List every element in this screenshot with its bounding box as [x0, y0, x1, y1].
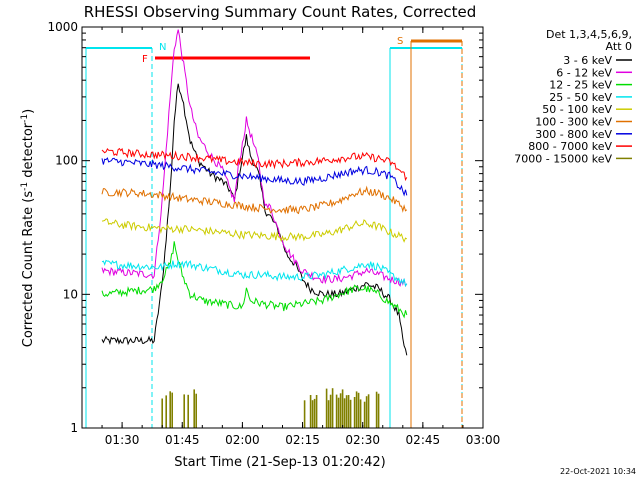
x-axis-label: Start Time (21-Sep-13 01:20:42) [174, 455, 385, 470]
series-100-300-kev [101, 185, 408, 215]
night-label: N [159, 42, 166, 53]
x-tick-label: 02:30 [345, 433, 380, 447]
y-axis-label-part2: detector [21, 122, 36, 182]
footer-timestamp: 22-Oct-2021 10:34 [560, 467, 636, 476]
legend-label-800-7000-kev: 800 - 7000 keV [528, 140, 612, 153]
legend-label-100-300-kev: 100 - 300 keV [535, 116, 612, 129]
series-3-6-kev [101, 83, 408, 356]
y-tick-label: 1 [70, 421, 78, 435]
series-group [101, 29, 408, 428]
y-tick-label: 10 [63, 287, 78, 301]
legend-label-6-12-kev: 6 - 12 keV [556, 66, 612, 79]
legend-label-300-800-kev: 300 - 800 keV [535, 128, 612, 141]
legend-label-12-25-kev: 12 - 25 keV [549, 79, 612, 92]
legend-header-detectors: Det 1,3,4,5,6,9, [546, 28, 632, 41]
legend-label-7000-15000-kev: 7000 - 15000 keV [514, 152, 612, 165]
legend-label-50-100-kev: 50 - 100 keV [542, 103, 612, 116]
y-axis-label-sup2: -1 [20, 114, 30, 123]
chart-title: RHESSI Observing Summary Count Rates, Co… [84, 3, 477, 21]
x-tick-label: 02:00 [225, 433, 260, 447]
saa-label: S [397, 36, 403, 47]
series-7000-15000-kev [161, 388, 380, 428]
legend-label-3-6-kev: 3 - 6 keV [563, 54, 612, 67]
y-axis-ticks: 1 10 100 1000 [47, 20, 483, 435]
y-axis-label: Corrected Count Rate (s-1 detector-1) [20, 109, 36, 347]
y-tick-label: 1000 [47, 20, 78, 34]
flare-label: F [142, 54, 148, 65]
series-50-100-kev [101, 218, 408, 243]
series-800-7000-kev [101, 147, 408, 182]
legend-label-25-50-kev: 25 - 50 keV [549, 91, 612, 104]
x-tick-label: 02:15 [285, 433, 320, 447]
y-axis-label-part1: Corrected Count Rate (s [21, 191, 36, 348]
y-tick-label: 100 [55, 154, 78, 168]
observing-overlays: NF S [85, 36, 463, 428]
x-tick-label: 02:45 [406, 433, 441, 447]
series-12-25-kev [101, 241, 408, 319]
y-axis-label-sup1: -1 [20, 182, 30, 191]
series-6-12-kev [101, 29, 408, 287]
x-tick-label: 01:30 [105, 433, 140, 447]
y-axis-label-part3: ) [21, 109, 36, 114]
series-25-50-kev [101, 259, 408, 288]
x-axis-ticks: 01:30 01:45 02:00 02:15 02:30 02:45 03:00 [81, 27, 501, 447]
x-tick-label: 03:00 [466, 433, 501, 447]
x-tick-label: 01:45 [165, 433, 200, 447]
legend-header-attenuator: Att 0 [606, 40, 632, 53]
series-300-800-kev [101, 157, 408, 197]
